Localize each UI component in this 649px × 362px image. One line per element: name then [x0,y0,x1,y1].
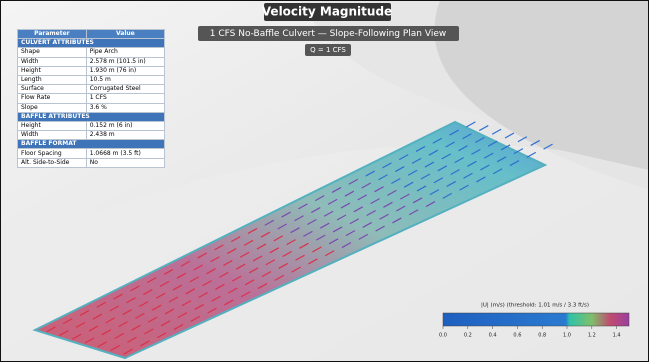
table-cell: Slope [18,103,87,112]
colorbar-tick-label: 1.2 [588,333,596,339]
section-label: CULVERT ATTRIBUTES [18,39,165,48]
table-row: Slope3.6 % [18,103,165,112]
table-cell: Length [18,75,87,84]
parameter-table: ParameterValueCULVERT ATTRIBUTESShapePip… [17,29,165,168]
table-cell: Alt. Side-to-Side [18,158,87,167]
colorbar [443,313,629,326]
subtitle: 1 CFS No-Baffle Culvert — Slope-Followin… [210,29,446,39]
table-cell: 2.578 m (101.5 in) [86,57,164,66]
table-cell: Height [18,66,87,75]
table-cell: 1 CFS [86,94,164,103]
colorbar-label: |U| (m/s) (threshold: 1.01 m/s / 3.3 ft/… [481,303,589,309]
header-row: ParameterValue [18,30,165,39]
colorbar-tick-label: 0.0 [439,333,447,339]
table-cell: Floor Spacing [18,149,87,158]
table-cell: 0.152 m (6 in) [86,121,164,130]
section-label: BAFFLE ATTRIBUTES [18,112,165,121]
table-row: ShapePipe Arch [18,48,165,57]
table-cell: Shape [18,48,87,57]
section-label: BAFFLE FORMAT [18,140,165,149]
table-cell: 1.0668 m (3.5 ft) [86,149,164,158]
section-row: BAFFLE ATTRIBUTES [18,112,165,121]
table-cell: Width [18,131,87,140]
table-cell: Width [18,57,87,66]
title: Velocity Magnitude [262,5,392,19]
column-header: Parameter [18,30,87,39]
table-cell: Pipe Arch [86,48,164,57]
colorbar-tick-label: 1.0 [563,333,571,339]
section-row: BAFFLE FORMAT [18,140,165,149]
table-row: Width2.578 m (101.5 in) [18,57,165,66]
table-cell: 10.5 m [86,75,164,84]
column-header: Value [86,30,164,39]
table-row: Width2.438 m [18,131,165,140]
table-cell: 1.930 m (76 in) [86,66,164,75]
table-row: Floor Spacing1.0668 m (3.5 ft) [18,149,165,158]
table-cell: Corrugated Steel [86,85,164,94]
screen: Velocity Magnitude 1 CFS No-Baffle Culve… [0,0,649,362]
colorbar-tick-label: 0.2 [464,333,472,339]
flow-label: Q = 1 CFS [310,46,346,54]
colorbar-tick-label: 0.6 [513,333,521,339]
table-cell: 3.6 % [86,103,164,112]
table-row: Flow Rate1 CFS [18,94,165,103]
table-cell: Surface [18,85,87,94]
table-cell: No [86,158,164,167]
table-cell: 2.438 m [86,131,164,140]
colorbar-tick-label: 0.4 [489,333,497,339]
colorbar-tick-label: 1.4 [613,333,621,339]
table-cell: Height [18,121,87,130]
section-row: CULVERT ATTRIBUTES [18,39,165,48]
table-cell: Flow Rate [18,94,87,103]
table-row: Height0.152 m (6 in) [18,121,165,130]
colorbar-tick-label: 0.8 [538,333,546,339]
